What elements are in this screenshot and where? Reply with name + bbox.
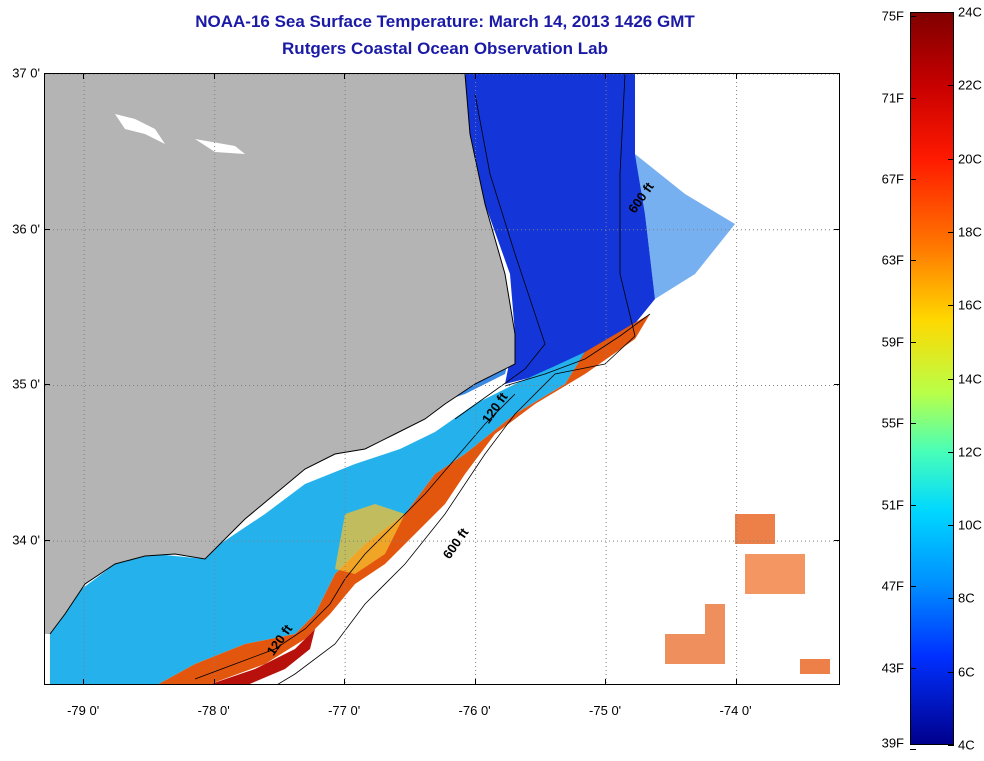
lat-tick-label: 36 0' (12, 221, 40, 237)
colorbar-tick (910, 97, 916, 99)
colorbar-tick (910, 667, 916, 669)
warm-transition (335, 504, 405, 574)
colorbar-fahrenheit-label: 47F (881, 578, 904, 594)
colorbar-fahrenheit-label: 55F (881, 415, 904, 431)
sst-map: 600 ft 120 ft 600 ft 120 ft (44, 73, 840, 685)
colorbar-fahrenheit-label: 67F (881, 171, 904, 187)
lat-tick (834, 384, 840, 386)
colorbar-tick (948, 85, 954, 87)
colorbar-celsius-label: 16C (958, 297, 982, 313)
lat-tick-label: 34 0' (12, 532, 40, 548)
lat-tick-label: 35 0' (12, 376, 40, 392)
lon-tick-label: -75 0' (589, 703, 622, 718)
colorbar-tick (910, 586, 916, 588)
lon-tick-label: -79 0' (67, 703, 100, 718)
lon-tick-label: -77 0' (328, 703, 361, 718)
contour-600ft (277, 74, 636, 684)
map-title: NOAA-16 Sea Surface Temperature: March 1… (195, 12, 695, 31)
colorbar-celsius-label: 10C (958, 517, 982, 533)
lat-tick (44, 384, 50, 386)
colorbar-fahrenheit-label: 71F (881, 90, 904, 106)
coastline (49, 74, 516, 635)
colorbar-tick (910, 16, 916, 18)
colorbar-fahrenheit-label: 43F (881, 660, 904, 676)
gulf-stream-band (158, 314, 650, 684)
gulf-stream-core (210, 629, 315, 684)
lon-tick (83, 73, 85, 79)
inland-lakes (115, 114, 245, 154)
colorbar-tick (948, 12, 954, 13)
colorbar-fahrenheit-label: 63F (881, 252, 904, 268)
colorbar-tick (948, 525, 954, 527)
lat-tick (834, 228, 840, 230)
colorbar-tick (910, 341, 916, 343)
colorbar-tick (948, 745, 954, 746)
colorbar-celsius-label: 18C (958, 224, 982, 240)
lat-tick (834, 540, 840, 542)
colorbar-celsius-label: 20C (958, 151, 982, 167)
lon-tick-label: -78 0' (197, 703, 230, 718)
colorbar-celsius-label: 24C (958, 4, 982, 20)
offshore-warm-patches (665, 514, 830, 674)
lon-tick-label: -74 0' (719, 703, 752, 718)
lat-tick (44, 73, 50, 74)
lat-tick (834, 73, 840, 74)
land-mass (45, 74, 515, 634)
lon-tick (605, 73, 607, 79)
colorbar-tick (948, 231, 954, 233)
cold-water-north (465, 74, 655, 384)
shelf-water (50, 352, 585, 684)
barrier-islands (454, 93, 546, 420)
colorbar-fahrenheit-label: 75F (881, 8, 904, 24)
lon-tick (213, 679, 215, 685)
colorbar-celsius-label: 12C (958, 444, 982, 460)
colorbar-celsius-label: 14C (958, 371, 982, 386)
colorbar-tick (948, 158, 954, 160)
lat-tick (44, 228, 50, 230)
colorbar-fahrenheit-label: 39F (881, 735, 904, 751)
lat-tick (44, 540, 50, 542)
cold-water-fringe (635, 154, 735, 299)
colorbar-celsius-label: 6C (958, 664, 975, 680)
colorbar-celsius-label: 22C (958, 77, 982, 93)
lon-tick (213, 73, 215, 79)
colorbar-tick (910, 260, 916, 262)
lon-tick (474, 679, 476, 685)
lon-tick (735, 679, 737, 685)
lat-tick-label: 37 0' (12, 65, 40, 81)
colorbar-celsius-label: 8C (958, 590, 975, 606)
map-subtitle: Rutgers Coastal Ocean Observation Lab (282, 39, 608, 58)
colorbar-fahrenheit-label: 59F (881, 334, 904, 350)
lon-tick (605, 679, 607, 685)
colorbar-tick (948, 451, 954, 453)
contour-120ft (194, 313, 651, 680)
colorbar-tick (910, 749, 916, 751)
lon-tick-label: -76 0' (458, 703, 491, 718)
colorbar-celsius-label: 4C (958, 737, 975, 753)
colorbar-tick (948, 378, 954, 380)
lon-tick (344, 73, 346, 79)
colorbar-tick (948, 671, 954, 673)
colorbar-tick (910, 423, 916, 425)
lon-tick (474, 73, 476, 79)
colorbar-tick (910, 504, 916, 506)
colorbar-fahrenheit-label: 51F (881, 497, 904, 513)
lon-tick (735, 73, 737, 79)
colorbar-tick (948, 598, 954, 600)
lon-tick (83, 679, 85, 685)
colorbar-tick (948, 305, 954, 307)
lon-tick (344, 679, 346, 685)
colorbar-tick (910, 178, 916, 180)
